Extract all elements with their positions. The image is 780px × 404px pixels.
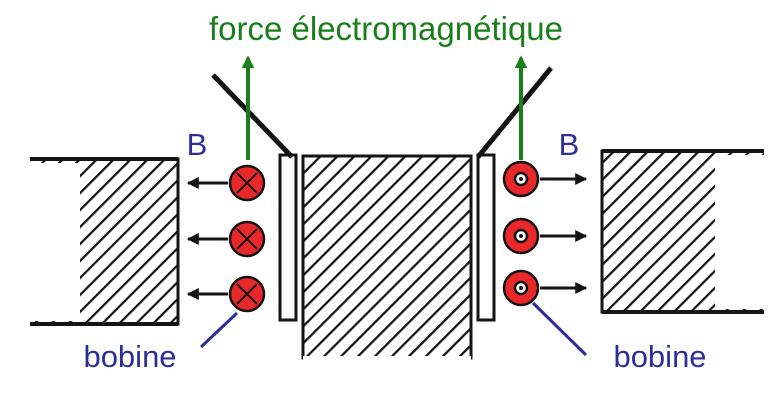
cross-circle-icon — [236, 228, 258, 250]
coil-leader-left — [199, 311, 239, 349]
cross-circle-icon — [236, 283, 258, 305]
coil-former-right-wall — [476, 153, 496, 322]
field-label-right: B — [559, 127, 580, 162]
coil-conductor-left-1 — [228, 164, 266, 202]
coil-conductor-right-3 — [502, 269, 540, 307]
coil-conductor-left-2 — [228, 220, 266, 258]
field-label-left: B — [187, 127, 208, 162]
cross-circle-icon — [236, 172, 258, 194]
coil-former-left-wall — [278, 153, 298, 322]
coil-conductor-right-1 — [502, 160, 540, 198]
coil-label-left: bobine — [83, 339, 176, 374]
coil-conductor-right-2 — [502, 217, 540, 255]
coil-conductor-left-3 — [228, 275, 266, 313]
coil-label-right: bobine — [613, 339, 706, 374]
central-core — [301, 154, 473, 360]
diaphragm-left — [211, 73, 294, 159]
left-pole-piece — [30, 157, 180, 326]
right-pole-piece — [600, 149, 764, 314]
force-title: force électromagnétique — [209, 10, 563, 47]
coil-leader-right — [531, 301, 588, 357]
diaphragm-right — [476, 66, 553, 159]
